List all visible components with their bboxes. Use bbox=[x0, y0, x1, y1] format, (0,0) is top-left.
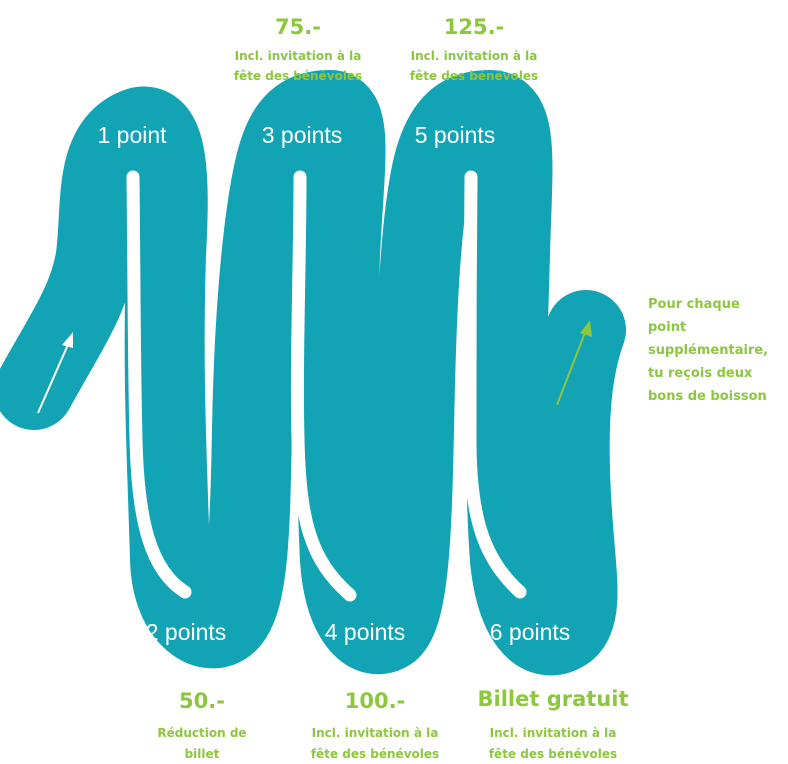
reward-50-amount: 50.- bbox=[179, 689, 225, 713]
reward-125-line2: fête des bénévoles bbox=[410, 69, 538, 83]
point-label-2: 2 points bbox=[146, 619, 227, 645]
reward-75-line1: Incl. invitation à la bbox=[235, 49, 362, 63]
extra-points-note: Pour chaque point supplémentaire, tu reç… bbox=[648, 297, 768, 404]
extra-note-line-3: supplémentaire, bbox=[648, 343, 768, 358]
serpentine-path bbox=[0, 70, 626, 676]
extra-note-line-4: tu reçois deux bbox=[648, 366, 753, 381]
point-label-4: 4 points bbox=[325, 619, 406, 645]
reward-125-line1: Incl. invitation à la bbox=[411, 49, 538, 63]
guide-line bbox=[126, 170, 527, 602]
arrow-up-right-icon bbox=[556, 320, 592, 406]
point-label-3: 3 points bbox=[262, 122, 343, 148]
reward-75-line2: fête des bénévoles bbox=[234, 69, 362, 83]
arrow-up-right-icon bbox=[37, 332, 73, 414]
extra-note-line-5: bons de boisson bbox=[648, 389, 767, 404]
reward-100-amount: 100.- bbox=[345, 689, 406, 713]
reward-100-line1: Incl. invitation à la bbox=[312, 726, 439, 740]
reward-50-line2: billet bbox=[185, 747, 220, 761]
reward-free-line2: fête des bénévoles bbox=[489, 747, 617, 761]
reward-75-amount: 75.- bbox=[275, 15, 321, 39]
point-label-1: 1 point bbox=[97, 122, 167, 148]
extra-note-line-1: Pour chaque bbox=[648, 297, 740, 312]
extra-note-line-2: point bbox=[648, 320, 686, 335]
point-label-6: 6 points bbox=[490, 619, 571, 645]
point-label-5: 5 points bbox=[415, 122, 496, 148]
reward-50-line1: Réduction de bbox=[157, 726, 246, 740]
reward-100-line2: fête des bénévoles bbox=[311, 747, 439, 761]
reward-125-amount: 125.- bbox=[444, 15, 505, 39]
reward-free-amount: Billet gratuit bbox=[478, 687, 629, 711]
reward-free-line1: Incl. invitation à la bbox=[490, 726, 617, 740]
